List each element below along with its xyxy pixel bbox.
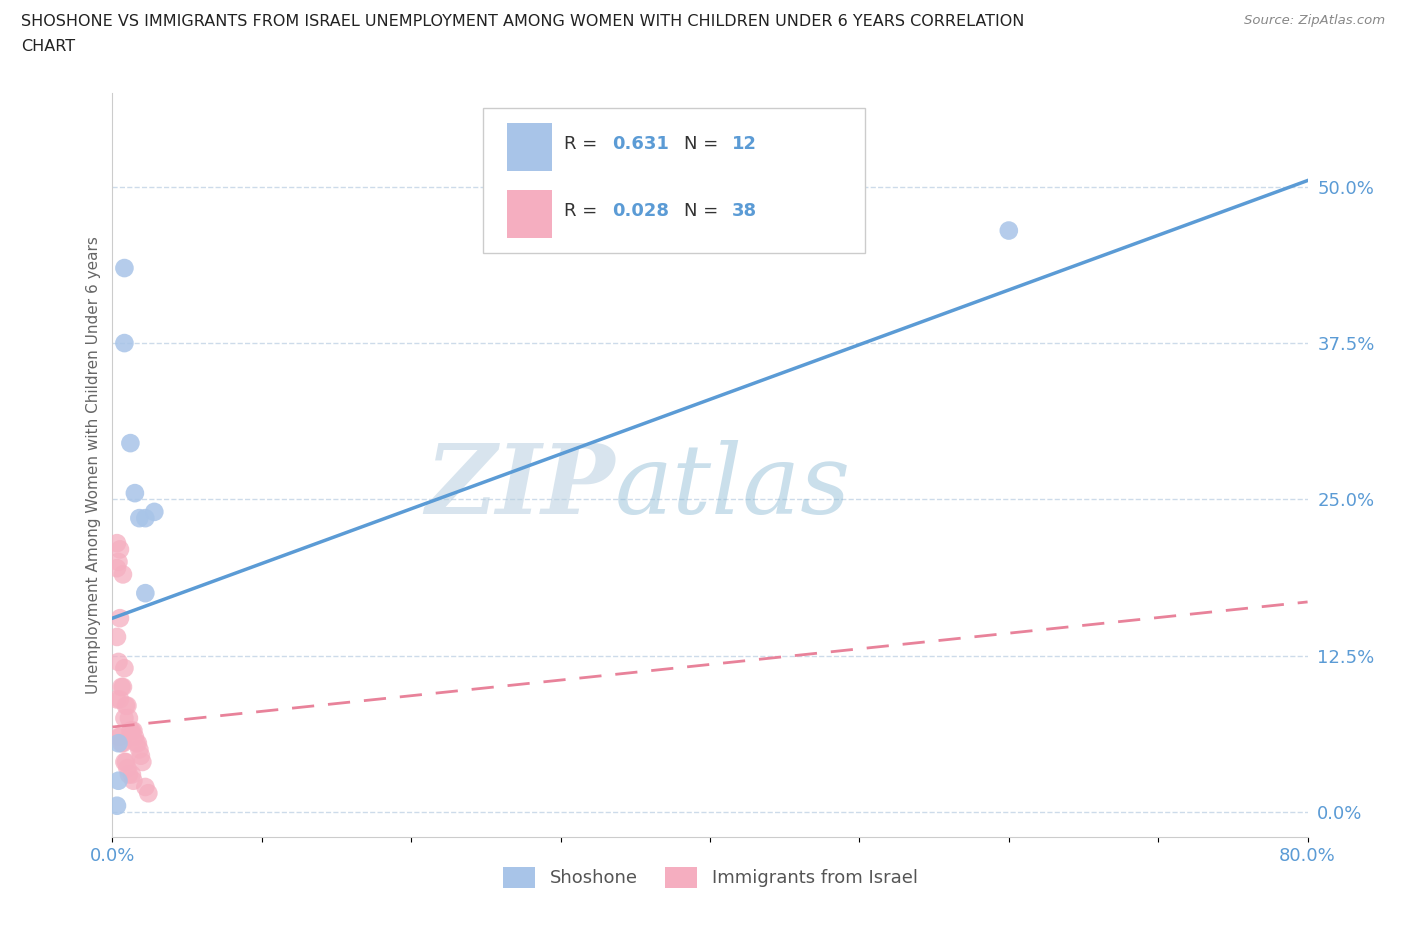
- Point: [114, 754, 135, 769]
- Point: [111, 736, 134, 751]
- Point: [110, 680, 132, 695]
- Text: 38: 38: [731, 202, 756, 219]
- Legend: Shoshone, Immigrants from Israel: Shoshone, Immigrants from Israel: [495, 859, 925, 895]
- Point: [129, 749, 152, 764]
- Point: [124, 485, 146, 500]
- Point: [107, 773, 129, 788]
- FancyBboxPatch shape: [508, 190, 553, 238]
- Point: [114, 711, 135, 725]
- Point: [117, 698, 139, 713]
- Point: [107, 729, 129, 744]
- Point: [122, 724, 145, 738]
- Point: [134, 511, 156, 525]
- Point: [134, 779, 156, 794]
- Point: [124, 729, 146, 744]
- Point: [105, 692, 128, 707]
- Point: [108, 611, 131, 626]
- Point: [110, 736, 132, 751]
- Point: [107, 655, 129, 670]
- Point: [121, 724, 143, 738]
- Point: [114, 660, 135, 675]
- Point: [128, 511, 150, 525]
- Y-axis label: Unemployment Among Women with Children Under 6 years: Unemployment Among Women with Children U…: [86, 236, 101, 694]
- Point: [143, 504, 166, 519]
- Point: [115, 754, 138, 769]
- Text: 0.631: 0.631: [612, 135, 669, 153]
- FancyBboxPatch shape: [508, 123, 553, 171]
- Point: [118, 767, 141, 782]
- Point: [125, 736, 148, 751]
- Text: N =: N =: [683, 202, 724, 219]
- Point: [998, 223, 1021, 238]
- Point: [134, 586, 156, 601]
- Text: R =: R =: [564, 135, 603, 153]
- Text: Source: ZipAtlas.com: Source: ZipAtlas.com: [1244, 14, 1385, 27]
- Point: [120, 724, 142, 738]
- Point: [107, 736, 129, 751]
- Point: [111, 680, 134, 695]
- Point: [121, 767, 143, 782]
- Text: atlas: atlas: [614, 440, 851, 535]
- FancyBboxPatch shape: [484, 108, 866, 253]
- Point: [108, 692, 131, 707]
- Point: [105, 561, 128, 576]
- Point: [107, 554, 129, 569]
- Point: [128, 742, 150, 757]
- Point: [118, 711, 141, 725]
- Text: 0.028: 0.028: [612, 202, 669, 219]
- Text: N =: N =: [683, 135, 724, 153]
- Point: [138, 786, 160, 801]
- Point: [131, 754, 153, 769]
- Text: 12: 12: [731, 135, 756, 153]
- Point: [105, 536, 128, 551]
- Point: [120, 435, 142, 450]
- Point: [111, 567, 134, 582]
- Text: R =: R =: [564, 202, 603, 219]
- Text: ZIP: ZIP: [425, 440, 614, 535]
- Text: SHOSHONE VS IMMIGRANTS FROM ISRAEL UNEMPLOYMENT AMONG WOMEN WITH CHILDREN UNDER : SHOSHONE VS IMMIGRANTS FROM ISRAEL UNEMP…: [21, 14, 1025, 29]
- Point: [108, 729, 131, 744]
- Point: [108, 542, 131, 557]
- Text: CHART: CHART: [21, 39, 75, 54]
- Point: [105, 630, 128, 644]
- Point: [114, 336, 135, 351]
- Point: [105, 798, 128, 813]
- Point: [122, 773, 145, 788]
- Point: [114, 260, 135, 275]
- Point: [127, 736, 149, 751]
- Point: [117, 761, 139, 776]
- Point: [115, 698, 138, 713]
